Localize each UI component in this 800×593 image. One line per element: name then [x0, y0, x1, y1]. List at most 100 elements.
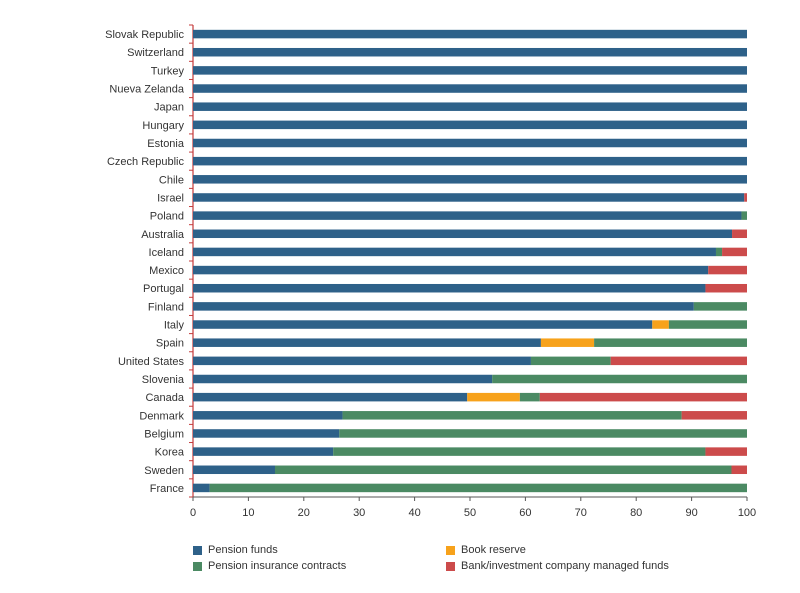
bar-segment	[193, 120, 747, 130]
legend-label: Pension funds	[208, 544, 278, 556]
bar-segment	[193, 229, 733, 239]
category-label: Korea	[155, 447, 185, 459]
legend-item-pension-insurance-contracts: Pension insurance contracts	[193, 560, 346, 572]
bar-segment	[193, 392, 468, 402]
bar-segment	[193, 138, 747, 148]
category-label: Slovenia	[142, 374, 185, 386]
chart-plot: Slovak Republic Switzerland Turkey Nueva Ze…	[105, 24, 756, 519]
bar-segment	[193, 429, 340, 438]
category-label: Spain	[156, 338, 184, 350]
bar-segment	[705, 447, 747, 456]
bar-segment	[193, 465, 275, 475]
bar-segment	[193, 483, 210, 493]
legend-item-pension-funds: Pension funds	[193, 544, 278, 556]
bar-segment	[193, 356, 531, 366]
category-label: United States	[118, 356, 185, 368]
legend-label: Bank/investment company managed funds	[461, 560, 669, 572]
bar-segment	[193, 29, 747, 39]
bar-segment	[731, 465, 747, 475]
bar-segment	[530, 356, 611, 366]
bar-segment	[705, 283, 747, 293]
bar-segment	[519, 392, 540, 402]
bar-segment	[610, 356, 747, 366]
category-label: Estonia	[147, 138, 185, 150]
category-label: Finland	[148, 301, 184, 313]
category-label: Denmark	[139, 410, 184, 422]
x-tick-label: 70	[575, 507, 587, 519]
bar-segment	[193, 84, 747, 93]
x-tick-label: 0	[190, 507, 196, 519]
bar-segment	[193, 283, 706, 293]
legend-item-bank-investment-funds: Bank/investment company managed funds	[446, 560, 669, 572]
x-tick-label: 50	[464, 507, 476, 519]
legend-swatch	[193, 561, 202, 571]
category-label: Australia	[141, 229, 185, 241]
bar-segment	[193, 156, 747, 166]
bar-segment	[193, 193, 745, 202]
category-label: Turkey	[151, 65, 185, 77]
legend-swatch	[446, 561, 455, 571]
bar-segment	[193, 211, 742, 220]
category-label: Iceland	[149, 247, 184, 259]
legend-swatch	[446, 545, 455, 555]
bar-segment	[193, 265, 709, 275]
bar-segment	[342, 411, 682, 420]
category-label: Israel	[157, 192, 184, 204]
category-label: Sweden	[144, 465, 184, 477]
category-label: Czech Republic	[107, 156, 185, 168]
x-tick-label: 10	[242, 507, 254, 519]
bar-segment	[274, 465, 732, 475]
bar-segment	[333, 447, 706, 456]
legend-label: Pension insurance contracts	[208, 560, 347, 572]
bar-segment	[668, 320, 747, 329]
bar-segment	[715, 247, 723, 257]
category-label: Poland	[150, 211, 184, 223]
bar-segment	[722, 247, 747, 257]
bar-segment	[193, 175, 747, 184]
category-label: Portugal	[143, 283, 184, 295]
category-label: Nueva Zelanda	[109, 84, 184, 96]
category-label: Chile	[159, 174, 184, 186]
legend: Pension funds Book reserve Pension insur…	[193, 544, 753, 584]
category-label: Japan	[154, 102, 184, 114]
bar-segment	[540, 338, 595, 347]
legend-item-book-reserve: Book reserve	[446, 544, 526, 556]
category-label: Italy	[164, 320, 185, 332]
category-label: Slovak Republic	[105, 29, 184, 41]
bar-segment	[209, 483, 747, 493]
bar-segment	[693, 302, 747, 311]
bar-segment	[741, 211, 747, 220]
bar-segment	[193, 338, 541, 347]
legend-swatch	[193, 545, 202, 555]
bar-segment	[193, 302, 694, 311]
bar-segment	[193, 411, 343, 420]
bar-segment	[492, 374, 747, 384]
bar-segment	[193, 47, 747, 57]
x-tick-label: 80	[630, 507, 642, 519]
bar-segment	[193, 447, 334, 456]
legend-label: Book reserve	[461, 544, 526, 556]
bar-segment	[467, 392, 520, 402]
x-tick-label: 60	[519, 507, 531, 519]
category-label: France	[150, 483, 184, 495]
category-label: Belgium	[144, 428, 184, 440]
x-tick-label: 40	[408, 507, 420, 519]
bar-segment	[539, 392, 747, 402]
category-label: Hungary	[142, 120, 184, 132]
category-label: Mexico	[149, 265, 184, 277]
bar-segment	[193, 247, 716, 257]
x-tick-label: 20	[298, 507, 310, 519]
bar-segment	[594, 338, 747, 347]
bar-segment	[708, 265, 747, 275]
bar-segment	[193, 374, 493, 384]
x-tick-label: 100	[738, 507, 756, 519]
bar-segment	[652, 320, 669, 329]
x-tick-label: 30	[353, 507, 365, 519]
bar-segment	[744, 193, 747, 202]
bar-segment	[339, 429, 747, 438]
x-tick-label: 90	[685, 507, 697, 519]
bar-segment	[193, 66, 747, 75]
bar-segment	[193, 102, 747, 111]
category-label: Canada	[145, 392, 184, 404]
